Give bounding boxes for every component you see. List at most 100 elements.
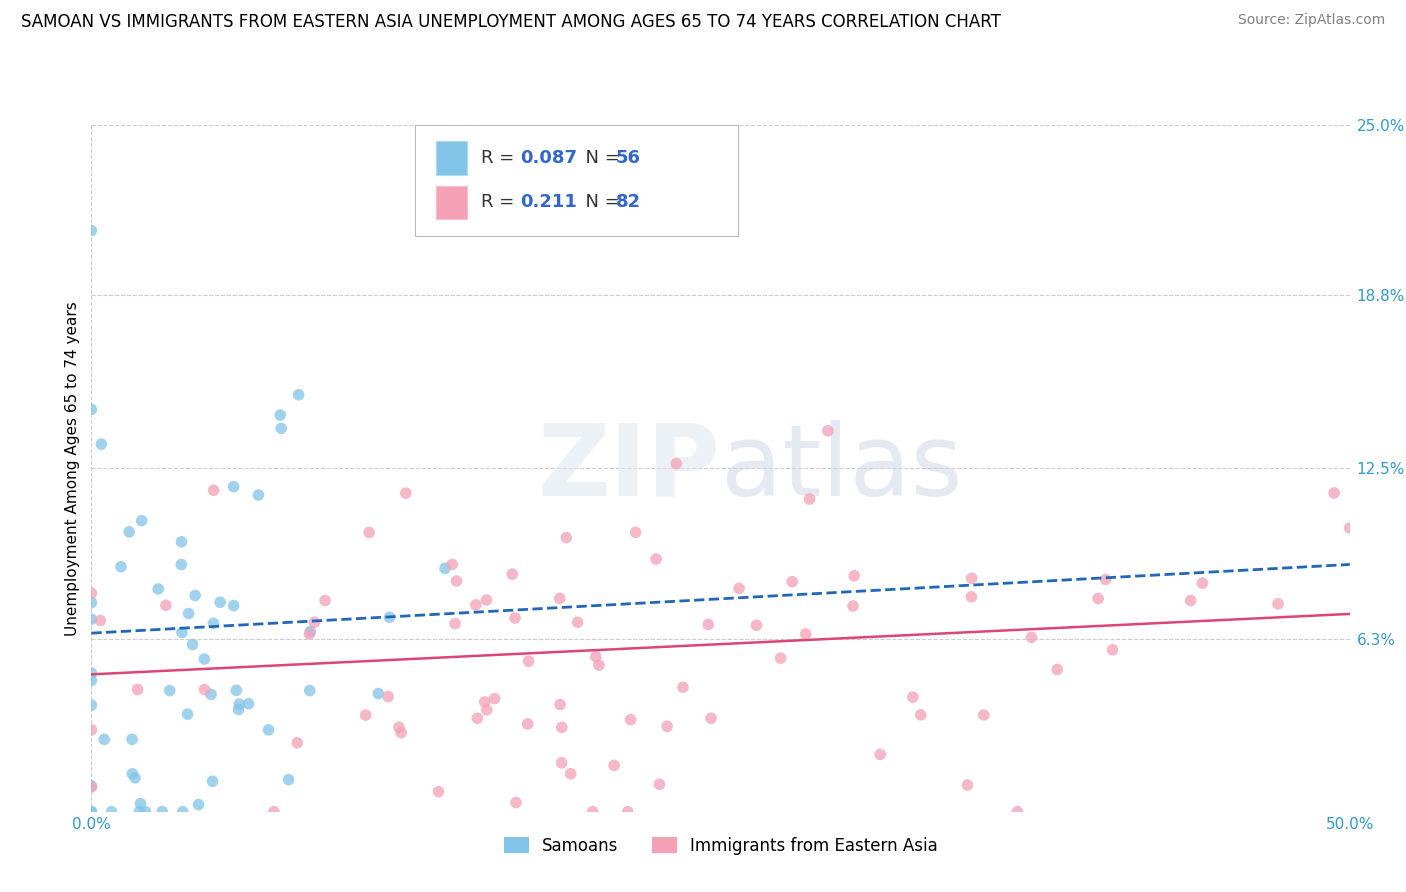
Point xyxy=(184,589,207,603)
Point xyxy=(560,766,582,780)
Point xyxy=(209,595,232,609)
Point xyxy=(134,805,156,819)
Point xyxy=(263,805,285,819)
Point xyxy=(1094,573,1116,587)
Point xyxy=(124,771,146,785)
Point xyxy=(247,488,270,502)
Point xyxy=(1191,576,1213,591)
Point xyxy=(1267,597,1289,611)
Point xyxy=(550,756,572,770)
Point xyxy=(582,805,605,819)
Point xyxy=(187,797,209,812)
Point xyxy=(298,683,321,698)
Point xyxy=(121,732,143,747)
Point xyxy=(202,483,225,498)
Text: 82: 82 xyxy=(616,194,641,211)
Point xyxy=(170,625,193,640)
Point xyxy=(181,638,204,652)
Point xyxy=(434,561,457,575)
Point xyxy=(193,682,215,697)
Point xyxy=(298,627,321,641)
Text: 56: 56 xyxy=(616,149,641,167)
Point xyxy=(503,611,526,625)
Text: SAMOAN VS IMMIGRANTS FROM EASTERN ASIA UNEMPLOYMENT AMONG AGES 65 TO 74 YEARS CO: SAMOAN VS IMMIGRANTS FROM EASTERN ASIA U… xyxy=(21,13,1001,31)
Point xyxy=(159,683,181,698)
Point xyxy=(655,719,678,733)
Text: atlas: atlas xyxy=(720,420,962,516)
Point xyxy=(960,590,983,604)
Point xyxy=(193,652,215,666)
Point xyxy=(80,402,103,417)
Point xyxy=(817,424,839,438)
Text: R =: R = xyxy=(481,194,520,211)
Point xyxy=(842,599,865,613)
Point xyxy=(80,780,103,794)
Point xyxy=(585,649,607,664)
Point xyxy=(505,796,527,810)
Point xyxy=(131,514,153,528)
Point xyxy=(155,599,177,613)
Point xyxy=(1021,630,1043,644)
Point xyxy=(80,698,103,712)
Point xyxy=(277,772,299,787)
Point xyxy=(555,531,578,545)
Point xyxy=(444,616,467,631)
Point xyxy=(80,224,103,238)
Point xyxy=(645,552,668,566)
Point xyxy=(170,534,193,549)
Point xyxy=(80,612,103,626)
Point xyxy=(869,747,891,762)
Point xyxy=(80,595,103,609)
Point xyxy=(225,683,247,698)
Point xyxy=(110,559,132,574)
Point xyxy=(700,711,723,725)
Point xyxy=(388,720,411,734)
Point xyxy=(844,568,866,582)
Point xyxy=(395,486,418,500)
Point xyxy=(624,525,647,540)
Point xyxy=(901,690,924,705)
Point xyxy=(100,805,122,819)
Point xyxy=(201,774,224,789)
Legend: Samoans, Immigrants from Eastern Asia: Samoans, Immigrants from Eastern Asia xyxy=(496,830,945,862)
Point xyxy=(475,593,498,607)
Point xyxy=(80,723,103,737)
Point xyxy=(467,711,489,725)
Point xyxy=(1101,642,1123,657)
Point xyxy=(648,777,671,791)
Point xyxy=(427,785,450,799)
Point xyxy=(1046,662,1069,676)
Point xyxy=(389,725,412,739)
Point xyxy=(501,567,523,582)
Point xyxy=(517,654,540,668)
Text: R =: R = xyxy=(481,149,520,167)
Point xyxy=(80,805,103,819)
Point xyxy=(127,682,149,697)
Point xyxy=(516,717,538,731)
Point xyxy=(202,616,225,631)
Point xyxy=(697,617,720,632)
Point xyxy=(89,614,111,628)
Point xyxy=(270,421,292,435)
Point xyxy=(128,805,150,819)
Point xyxy=(299,624,322,639)
Point xyxy=(616,805,638,819)
Point xyxy=(960,571,983,585)
Text: N =: N = xyxy=(574,194,626,211)
Point xyxy=(257,723,280,737)
Point xyxy=(474,695,496,709)
Point xyxy=(548,698,571,712)
Point xyxy=(80,779,103,793)
Point xyxy=(780,574,803,589)
Point xyxy=(238,697,260,711)
Point xyxy=(222,480,245,494)
Point xyxy=(620,713,643,727)
Point xyxy=(1180,593,1202,607)
Point xyxy=(548,591,571,606)
Point xyxy=(794,627,817,641)
Point xyxy=(446,574,468,588)
Point xyxy=(304,615,326,630)
Point xyxy=(956,778,979,792)
Point xyxy=(567,615,589,630)
Point xyxy=(1339,521,1361,535)
